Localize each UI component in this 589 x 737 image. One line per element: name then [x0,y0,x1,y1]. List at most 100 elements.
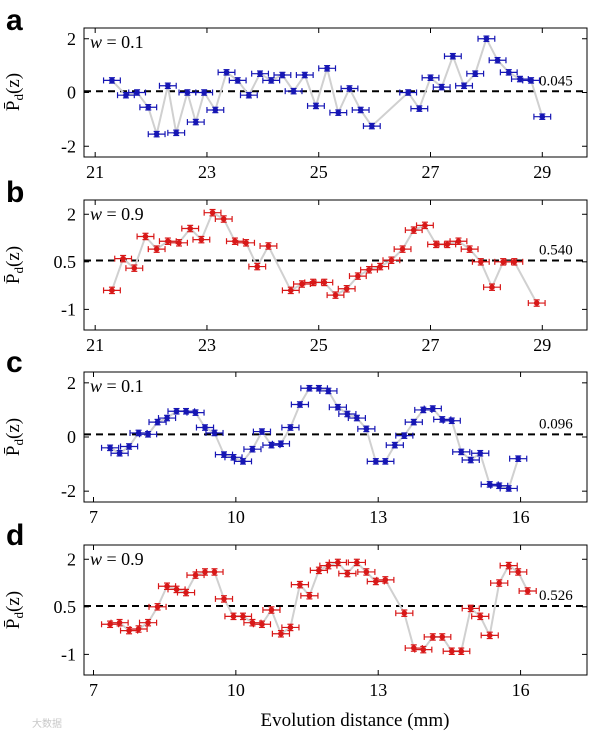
data-point [239,91,258,99]
data-point [136,232,155,241]
data-point [110,449,129,457]
data-point [318,65,337,72]
point-marker [268,607,275,613]
point-marker [429,405,436,412]
x-tick-label: 21 [86,162,104,182]
data-point [455,82,474,90]
data-point [186,118,205,126]
y-axis-label: P̄d(z) [3,246,26,284]
point-marker [517,76,523,82]
point-marker [259,621,265,628]
axes-frame [83,544,588,676]
x-tick-label: 7 [89,507,98,527]
point-marker [268,77,275,84]
point-marker [209,209,216,216]
data-point [252,428,272,435]
w-parameter-label: w = 0.9 [90,204,144,224]
point-marker [254,263,261,270]
data-point [490,579,509,587]
data-point [271,440,291,448]
data-point [147,130,166,138]
w-value: = 0.1 [102,32,144,52]
point-marker [211,569,218,575]
point-marker [230,454,237,461]
point-marker [109,77,115,84]
data-point [205,568,224,576]
data-point [499,485,518,492]
point-marker [164,583,170,590]
x-tick-label: 23 [198,162,216,182]
y-tick-label: -2 [61,136,76,156]
point-marker [444,241,451,248]
point-marker [297,581,303,588]
data-point [195,424,215,431]
point-marker [496,580,503,586]
data-point [395,432,414,439]
x-tick-label: 16 [512,680,530,700]
data-point [203,208,222,217]
x-axis-label: Evolution distance (mm) [261,710,450,731]
y-axis-label: P̄d(z) [3,591,26,629]
data-point [125,264,144,272]
data-point [181,224,200,233]
data-point [449,237,468,245]
data-point [225,237,244,245]
data-point [262,606,281,614]
data-point [228,77,247,84]
point-marker [377,263,384,270]
data-point [147,245,166,253]
data-point [116,91,135,99]
data-point [533,113,552,120]
point-marker [164,415,170,421]
y-tick-label: 2 [67,29,76,49]
data-point [488,56,507,64]
data-point [304,278,323,287]
data-point [347,414,366,422]
data-point [102,77,121,84]
y-tick-label: 0 [67,427,76,447]
point-marker [450,53,456,60]
data-point [351,106,370,114]
data-point [357,425,376,433]
data-point [206,106,225,114]
point-marker [109,287,115,294]
y-tick-label: 0.5 [54,252,77,272]
point-marker [344,411,351,417]
x-tick-label: 23 [198,335,216,355]
y-tick-label: 2 [67,204,76,224]
data-point [452,647,471,655]
point-marker [477,613,484,620]
point-marker [483,35,490,42]
y-axis-label-tail: (z) [3,246,24,267]
data-point [423,405,442,412]
panel-letter-c: c [6,346,23,379]
point-marker [313,103,319,109]
data-point [404,418,423,426]
data-point [393,245,412,253]
point-marker [344,570,351,577]
data-point [466,70,485,77]
point-marker [524,588,531,594]
point-marker [405,89,411,96]
mean-value-label: 0.045 [539,73,573,89]
x-tick-label: 10 [227,680,245,700]
data-point [281,424,300,431]
point-marker [142,233,149,240]
data-point [421,74,440,82]
point-marker [496,482,503,489]
point-marker [116,619,123,626]
w-value: = 0.9 [102,549,144,569]
point-marker [346,85,353,92]
data-point [483,283,501,291]
point-marker [265,243,272,249]
data-point [338,569,357,578]
point-marker [120,255,126,262]
point-marker [539,113,546,120]
point-marker [357,107,364,113]
point-marker [202,424,208,431]
point-marker [173,130,180,136]
y-tick-label: 2 [67,549,76,569]
x-tick-label: 27 [422,162,440,182]
y-axis-label-tail: (z) [3,418,24,439]
